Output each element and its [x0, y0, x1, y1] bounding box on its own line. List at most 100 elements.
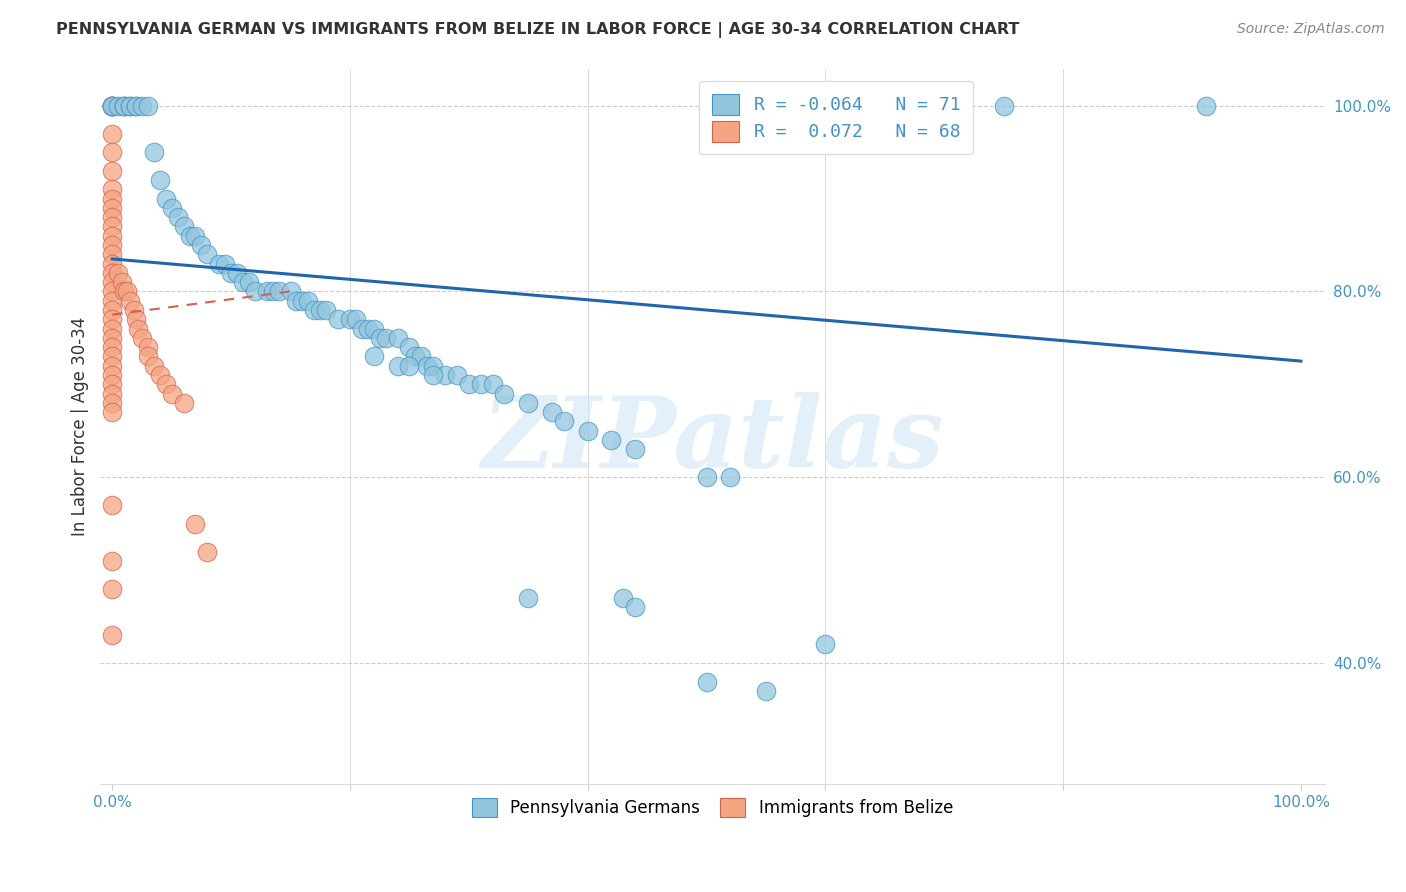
- Point: [195, 544, 218, 558]
- Point: [136, 350, 159, 364]
- Point: [344, 312, 367, 326]
- Point: [101, 321, 124, 335]
- Point: [115, 285, 138, 299]
- Point: [600, 433, 623, 447]
- Point: [612, 591, 634, 605]
- Point: [101, 312, 124, 326]
- Point: [718, 470, 741, 484]
- Point: [125, 98, 148, 112]
- Point: [481, 377, 503, 392]
- Point: [101, 340, 124, 354]
- Point: [136, 98, 159, 112]
- Point: [494, 386, 516, 401]
- Point: [624, 600, 647, 615]
- Point: [814, 637, 837, 651]
- Point: [422, 368, 444, 382]
- Point: [101, 163, 124, 178]
- Point: [101, 238, 124, 252]
- Point: [398, 340, 420, 354]
- Point: [755, 683, 778, 698]
- Point: [404, 350, 426, 364]
- Text: Source: ZipAtlas.com: Source: ZipAtlas.com: [1237, 22, 1385, 37]
- Point: [112, 98, 135, 112]
- Point: [350, 321, 373, 335]
- Y-axis label: In Labor Force | Age 30-34: In Labor Force | Age 30-34: [72, 317, 89, 536]
- Point: [173, 396, 195, 410]
- Point: [112, 98, 135, 112]
- Point: [101, 192, 124, 206]
- Point: [120, 98, 142, 112]
- Point: [696, 674, 718, 689]
- Point: [101, 331, 124, 345]
- Point: [101, 359, 124, 373]
- Point: [470, 377, 492, 392]
- Point: [339, 312, 361, 326]
- Point: [101, 201, 124, 215]
- Point: [101, 210, 124, 224]
- Point: [280, 285, 302, 299]
- Point: [155, 192, 177, 206]
- Point: [993, 98, 1015, 112]
- Point: [517, 591, 540, 605]
- Point: [624, 442, 647, 457]
- Point: [101, 350, 124, 364]
- Point: [127, 321, 149, 335]
- Point: [243, 285, 266, 299]
- Point: [262, 285, 284, 299]
- Text: ZIPatlas: ZIPatlas: [481, 392, 943, 489]
- Point: [120, 98, 142, 112]
- Point: [142, 145, 165, 160]
- Point: [101, 628, 124, 642]
- Point: [457, 377, 479, 392]
- Point: [101, 98, 124, 112]
- Point: [219, 266, 242, 280]
- Point: [357, 321, 380, 335]
- Point: [101, 98, 124, 112]
- Point: [387, 331, 409, 345]
- Point: [107, 98, 129, 112]
- Point: [101, 98, 124, 112]
- Point: [149, 368, 172, 382]
- Point: [131, 331, 153, 345]
- Point: [368, 331, 391, 345]
- Point: [238, 275, 260, 289]
- Point: [256, 285, 278, 299]
- Point: [101, 396, 124, 410]
- Point: [112, 98, 135, 112]
- Point: [553, 415, 575, 429]
- Point: [696, 470, 718, 484]
- Point: [101, 127, 124, 141]
- Point: [363, 350, 385, 364]
- Point: [101, 368, 124, 382]
- Point: [142, 359, 165, 373]
- Point: [214, 256, 236, 270]
- Point: [131, 98, 153, 112]
- Point: [541, 405, 564, 419]
- Point: [517, 396, 540, 410]
- Point: [155, 377, 177, 392]
- Point: [101, 303, 124, 318]
- Point: [297, 293, 319, 308]
- Point: [160, 201, 183, 215]
- Point: [101, 293, 124, 308]
- Point: [101, 98, 124, 112]
- Point: [101, 405, 124, 419]
- Legend: Pennsylvania Germans, Immigrants from Belize: Pennsylvania Germans, Immigrants from Be…: [464, 789, 962, 825]
- Point: [226, 266, 249, 280]
- Point: [446, 368, 468, 382]
- Point: [208, 256, 231, 270]
- Point: [326, 312, 349, 326]
- Point: [291, 293, 314, 308]
- Point: [285, 293, 308, 308]
- Point: [136, 340, 159, 354]
- Point: [422, 359, 444, 373]
- Point: [416, 359, 439, 373]
- Point: [111, 275, 134, 289]
- Point: [184, 228, 207, 243]
- Point: [166, 210, 188, 224]
- Point: [101, 256, 124, 270]
- Point: [160, 386, 183, 401]
- Point: [101, 554, 124, 568]
- Point: [363, 321, 385, 335]
- Point: [101, 498, 124, 512]
